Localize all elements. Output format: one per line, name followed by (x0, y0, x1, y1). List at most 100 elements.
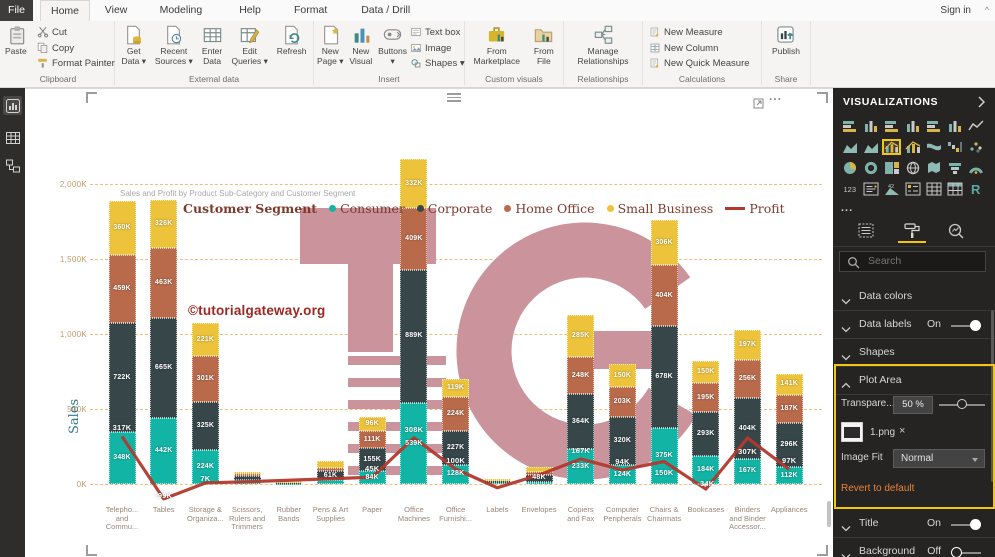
ribbon-button-edit-queries-[interactable]: Edit Queries ▾ (231, 24, 268, 66)
table-icon[interactable] (924, 181, 943, 197)
bar-segment[interactable] (525, 481, 553, 484)
model-view-button[interactable] (3, 156, 22, 175)
format-section-shapes[interactable]: Shapes (833, 339, 995, 367)
area-chart-icon[interactable] (840, 139, 859, 155)
sign-in-link[interactable]: Sign in (940, 5, 971, 16)
ribbon-button-cut[interactable]: Cut (36, 25, 67, 40)
card-icon[interactable]: 123 (840, 181, 859, 197)
bar-segment[interactable] (775, 394, 803, 423)
ribbon-button-recent-sources-[interactable]: Recent Sources ▾ (155, 24, 193, 66)
stacked-bar-rubber[interactable] (275, 480, 303, 485)
bar-segment[interactable] (191, 356, 219, 402)
clustered-bar-chart-icon[interactable] (882, 118, 901, 134)
bar-segment[interactable] (483, 478, 511, 481)
scatter-chart-icon[interactable] (966, 139, 985, 155)
kpi-icon[interactable]: 42 (882, 181, 901, 197)
more-visuals-icon[interactable]: ... (841, 202, 854, 214)
stacked-bar-computer[interactable] (608, 364, 636, 484)
pie-chart-icon[interactable] (840, 160, 859, 176)
ribbon-button-get-data-[interactable]: Get Data ▾ (121, 24, 146, 66)
100-stacked-column-chart-icon[interactable] (945, 118, 964, 134)
slicer-icon[interactable] (903, 181, 922, 197)
visual-drag-grip[interactable] (447, 93, 461, 104)
bar-segment[interactable] (150, 317, 178, 418)
ribbon-button-new-quick-measure[interactable]: New Quick Measure (649, 56, 750, 71)
line-and-clustered-column-chart-icon[interactable] (903, 139, 922, 155)
funnel-icon[interactable] (945, 160, 964, 176)
tab-data-drill[interactable]: Data / Drill (361, 4, 411, 16)
bar-segment[interactable] (525, 467, 553, 472)
gauge-icon[interactable] (966, 160, 985, 176)
tab-modeling[interactable]: Modeling (159, 4, 203, 16)
stacked-bar-binders[interactable] (734, 330, 761, 484)
ribbon-button-new-visual[interactable]: New Visual (349, 24, 372, 66)
treemap-icon[interactable] (882, 160, 901, 176)
multi-row-card-icon[interactable] (861, 181, 880, 197)
stacked-bar-labels[interactable] (483, 478, 511, 485)
tab-file[interactable]: File (0, 0, 33, 21)
more-options-icon[interactable]: ... (769, 89, 783, 103)
bar-segment[interactable] (317, 467, 344, 471)
bar-segment[interactable] (275, 480, 303, 483)
map-icon[interactable] (903, 160, 922, 176)
transparency-slider-knob[interactable] (957, 399, 967, 409)
ribbon-button-new-measure[interactable]: New Measure (649, 25, 723, 40)
ribbon-button-from-marketplace[interactable]: From Marketplace (474, 24, 520, 66)
stacked-bar-appliances[interactable] (775, 373, 803, 484)
ribbon-button-copy[interactable]: Copy (36, 41, 74, 56)
format-section-plot-area[interactable]: Plot Area (833, 367, 995, 395)
bar-segment[interactable] (317, 480, 344, 484)
filled-map-icon[interactable] (924, 160, 943, 176)
bar-segment[interactable] (150, 248, 178, 318)
toggle-data-labels[interactable] (951, 320, 981, 331)
donut-chart-icon[interactable] (861, 160, 880, 176)
line-and-stacked-column-chart-icon[interactable] (882, 139, 901, 155)
stacked-area-chart-icon[interactable] (861, 139, 880, 155)
bar-segment[interactable] (317, 461, 344, 468)
stacked-bar-tables[interactable] (150, 199, 178, 484)
focus-mode-icon[interactable] (753, 96, 764, 114)
bar-segment[interactable] (108, 200, 136, 255)
legend-item-profit[interactable]: Profit (725, 201, 785, 216)
ribbon-button-refresh[interactable]: Refresh (277, 24, 307, 66)
ribbon-button-from-file[interactable]: From File (533, 24, 554, 66)
report-view-button[interactable] (3, 96, 22, 115)
bar-segment[interactable] (400, 158, 428, 209)
bar-segment[interactable] (233, 476, 261, 481)
format-section-background[interactable]: Background Off (833, 538, 995, 557)
format-search-box[interactable] (839, 251, 986, 272)
tab-help[interactable]: Help (239, 4, 261, 16)
pane-tab-fields[interactable] (853, 220, 879, 240)
clustered-column-chart-icon[interactable] (903, 118, 922, 134)
format-section-data-colors[interactable]: Data colors (833, 283, 995, 311)
stacked-bar-storage-[interactable] (191, 323, 219, 484)
legend-item-corporate[interactable]: Corporate (416, 201, 492, 216)
bar-segment[interactable] (108, 254, 136, 324)
search-input[interactable] (866, 254, 980, 268)
format-section-title[interactable]: Title On (833, 510, 995, 538)
ribbon-button-paste[interactable]: Paste (5, 24, 27, 57)
toggle-title[interactable] (951, 519, 981, 530)
revert-to-default-link[interactable]: Revert to default (841, 483, 915, 494)
100-stacked-bar-chart-icon[interactable] (924, 118, 943, 134)
format-section-data-labels[interactable]: Data labels On (833, 311, 995, 339)
toggle-background[interactable] (951, 547, 981, 557)
stacked-bar-chairs-[interactable] (650, 219, 678, 484)
matrix-icon[interactable] (945, 181, 964, 197)
bar-segment[interactable] (191, 323, 219, 357)
pane-tab-format[interactable] (899, 220, 925, 240)
ribbon-button-format-painter[interactable]: Format Painter (36, 56, 115, 71)
bar-segment[interactable] (233, 480, 261, 484)
remove-image-icon[interactable]: × (899, 425, 906, 437)
line-chart-icon[interactable] (966, 118, 985, 134)
pane-expand-icon[interactable] (977, 96, 985, 108)
ribbon-button-new-column[interactable]: New Column (649, 41, 718, 56)
waterfall-chart-icon[interactable] (945, 139, 964, 155)
stacked-column-chart-icon[interactable] (861, 118, 880, 134)
tab-format[interactable]: Format (294, 4, 328, 16)
ribbon-button-manage-relationships[interactable]: Manage Relationships (577, 24, 629, 66)
bar-segment[interactable] (150, 199, 178, 249)
ribbon-button-text-box[interactable]: Text box (410, 25, 460, 40)
canvas-scrollbar[interactable] (827, 501, 831, 527)
legend-item-consumer[interactable]: Consumer (329, 201, 405, 216)
